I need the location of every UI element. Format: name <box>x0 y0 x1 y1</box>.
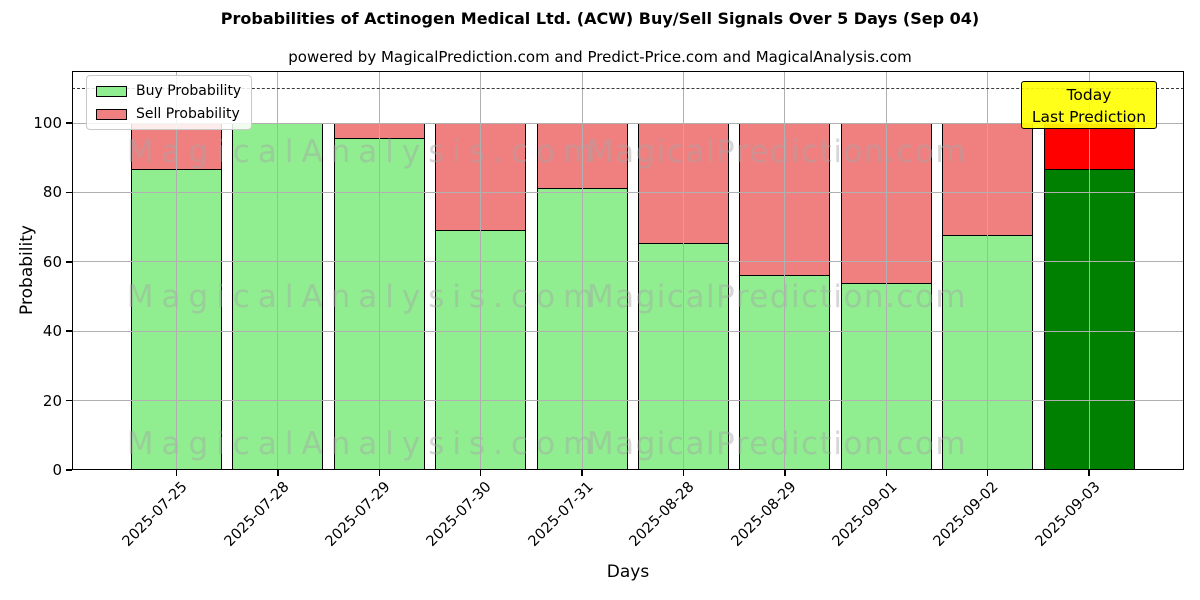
vgridline-2025-08-29 <box>784 71 786 470</box>
grid-layer <box>72 71 1184 470</box>
watermark-left-2: MagicalAnalysis.com <box>126 279 602 315</box>
vgridline-2025-07-31 <box>581 71 583 470</box>
xtick-mark-2025-07-31 <box>581 470 583 476</box>
ytick-mark-0 <box>66 469 72 471</box>
chart-title: Probabilities of Actinogen Medical Ltd. … <box>220 9 980 28</box>
vgridline-2025-08-28 <box>683 71 684 470</box>
watermark-right-3: MagicalPrediction.com <box>586 426 968 462</box>
plot-area: MagicalAnalysis.com MagicalPrediction.com… <box>72 71 1184 470</box>
watermark-left-1: MagicalAnalysis.com <box>126 134 602 170</box>
threshold-dashed-line <box>72 88 1184 90</box>
watermark-right-1: MagicalPrediction.com <box>586 134 968 170</box>
xtick-label-text: 2025-07-31 <box>525 479 597 550</box>
xtick-label-text: 2025-07-25 <box>119 479 191 550</box>
ytick-label-80: 80 <box>42 183 62 202</box>
vgridline-2025-07-25 <box>176 71 177 470</box>
xtick-label-text: 2025-09-03 <box>1032 479 1104 550</box>
ytick-mark-80 <box>66 191 72 194</box>
annotation-line-1: Today <box>1066 86 1112 104</box>
ytick-mark-60 <box>66 261 72 263</box>
x-axis-label: Days <box>606 562 650 582</box>
ytick-label-40: 40 <box>42 322 62 341</box>
xtick-mark-2025-07-28 <box>277 470 279 476</box>
xtick-mark-2025-09-02 <box>986 470 989 476</box>
xtick-mark-2025-08-28 <box>682 470 685 476</box>
xtick-mark-2025-07-30 <box>479 470 482 476</box>
vgridline-2025-07-29 <box>378 71 380 470</box>
legend-label: Buy Probability <box>136 83 242 99</box>
xtick-label-text: 2025-08-28 <box>626 479 698 550</box>
sell-legend-swatch <box>96 108 127 120</box>
chart-subtitle: powered by MagicalPrediction.com and Pre… <box>288 48 912 66</box>
buy-legend-swatch <box>96 85 127 97</box>
ytick-label-20: 20 <box>42 391 62 410</box>
xtick-label-text: 2025-09-02 <box>931 479 1003 550</box>
hgridline-100 <box>72 122 1184 124</box>
ytick-mark-40 <box>66 330 72 332</box>
vgridline-2025-07-28 <box>277 71 279 470</box>
hgridline-80 <box>72 191 1184 193</box>
legend: Buy Probability Sell Probability <box>86 75 253 130</box>
xtick-mark-2025-09-01 <box>885 470 888 476</box>
ytick-mark-20 <box>66 399 72 402</box>
legend-label: Sell Probability <box>136 106 240 122</box>
ytick-label-60: 60 <box>42 252 62 271</box>
vgridline-2025-09-01 <box>885 71 887 470</box>
legend-item-0: Buy Probability <box>96 83 241 99</box>
xtick-label-text: 2025-08-29 <box>728 479 800 550</box>
xtick-mark-2025-07-29 <box>378 470 381 476</box>
vgridline-2025-07-30 <box>480 71 482 470</box>
xtick-label-text: 2025-07-28 <box>221 479 293 550</box>
xtick-mark-2025-07-25 <box>175 470 178 476</box>
xtick-mark-2025-09-03 <box>1088 470 1090 476</box>
legend-item-1: Sell Probability <box>96 106 241 122</box>
vgridline-2025-09-03 <box>1088 71 1090 470</box>
watermark-layer: MagicalAnalysis.com MagicalPrediction.com… <box>72 71 1184 470</box>
xtick-label-text: 2025-09-01 <box>829 479 901 550</box>
xtick-label-text: 2025-07-29 <box>322 479 394 550</box>
hgridline-40 <box>72 330 1184 332</box>
annotation-line-2: Last Prediction <box>1031 108 1147 126</box>
hgridline-60 <box>72 261 1184 263</box>
today-annotation: Today Last Prediction <box>1021 81 1157 129</box>
ytick-mark-100 <box>66 122 72 124</box>
ytick-label-100: 100 <box>33 114 62 133</box>
ytick-label-0: 0 <box>52 461 62 479</box>
xtick-label-text: 2025-07-30 <box>424 479 496 550</box>
watermark-left-3: MagicalAnalysis.com <box>126 426 602 462</box>
hgridline-20 <box>72 400 1184 402</box>
xtick-mark-2025-08-29 <box>784 470 786 476</box>
watermark-right-2: MagicalPrediction.com <box>586 279 968 315</box>
vgridline-2025-09-02 <box>987 71 989 470</box>
